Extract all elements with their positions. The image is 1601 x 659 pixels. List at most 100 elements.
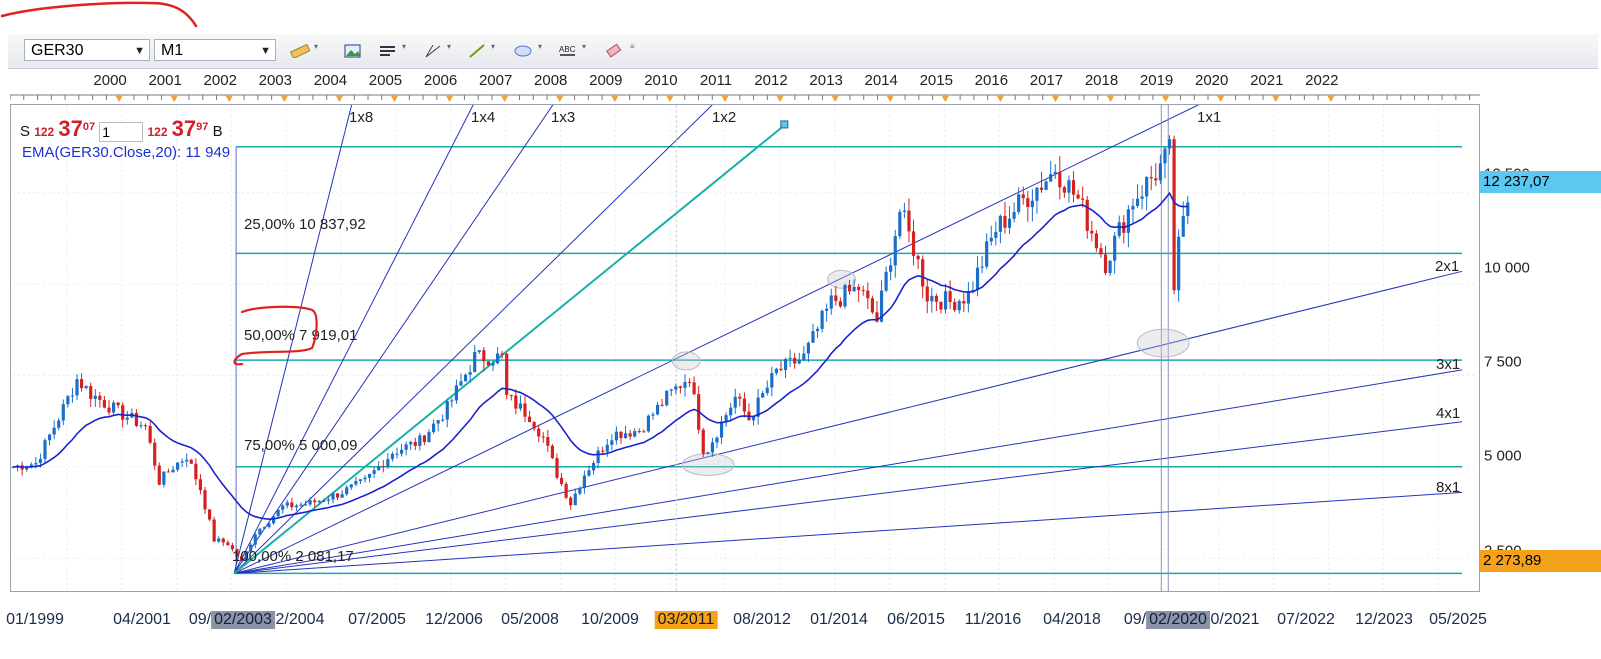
gann-fan-line[interactable]	[233, 105, 713, 574]
candle-body	[546, 437, 550, 446]
gann-fan-line[interactable]	[233, 270, 1463, 574]
image-icon[interactable]	[341, 40, 365, 62]
year-label: 2009	[589, 72, 623, 89]
date-label: 02/2020	[1146, 611, 1210, 629]
year-marker	[1271, 95, 1280, 102]
year-label: 2012	[754, 72, 788, 89]
text-icon[interactable]: ABC	[556, 40, 580, 62]
candle-body	[655, 404, 660, 415]
candle-body	[468, 372, 472, 375]
line-icon[interactable]	[465, 40, 489, 62]
gann-fan-line[interactable]	[234, 421, 1463, 574]
drawing-dropdown-icon[interactable]: ▾	[447, 42, 452, 51]
candle-body	[1049, 174, 1053, 182]
date-label: 08/2012	[733, 611, 791, 628]
ruler-dropdown-icon[interactable]: ▾	[314, 42, 319, 51]
candle-body	[175, 462, 180, 470]
candle-body	[107, 407, 111, 413]
candle-body	[98, 395, 102, 400]
candle-body	[861, 290, 865, 292]
candle-body	[1030, 200, 1034, 208]
candle-body	[418, 435, 422, 446]
year-label: 2015	[919, 72, 953, 89]
candle-body	[582, 475, 587, 489]
indicators-icon[interactable]	[376, 40, 400, 62]
date-label: 03/2011	[654, 611, 718, 629]
year-label: 2022	[1305, 72, 1339, 89]
candle-body	[335, 493, 340, 498]
line-dropdown-icon[interactable]: ▾	[491, 42, 496, 51]
lot-input[interactable]: 1	[99, 122, 144, 143]
date-label: 12/2006	[425, 611, 483, 628]
year-label: 2005	[368, 72, 403, 89]
trend-line-handle[interactable]	[780, 120, 789, 129]
candle-body	[486, 361, 491, 366]
candle-body	[198, 479, 203, 491]
candle-body	[70, 395, 75, 397]
candle-body	[587, 470, 591, 476]
highlight-ellipse	[1136, 328, 1190, 358]
candle-body	[994, 231, 998, 238]
eraser-icon[interactable]	[602, 40, 626, 62]
candle-body	[454, 385, 459, 401]
gann-fan-line[interactable]	[234, 369, 1463, 574]
candle-body	[957, 301, 961, 311]
candle-body	[445, 401, 449, 420]
quote-panel: S 122 3707 1 122 3797 B	[20, 116, 223, 143]
candle-body	[189, 459, 193, 464]
candle-body	[116, 402, 120, 406]
chart-toolbar: GER30 ▼ M1 ▼ ▾ ▾ ▾ ▾ ▾ ABC ▾ ≡	[8, 34, 1598, 69]
year-marker	[1326, 95, 1335, 102]
candle-body	[857, 286, 861, 291]
indicators-dropdown-icon[interactable]: ▾	[402, 42, 407, 51]
candle-body	[317, 500, 321, 503]
candle-body	[852, 286, 856, 292]
fib-label-50: 50,00% 7 919,01	[244, 327, 358, 344]
more-icon[interactable]: ≡	[630, 42, 635, 51]
candle-body	[308, 500, 312, 505]
candle-body	[340, 494, 344, 498]
candle-body	[829, 295, 833, 309]
fan-label-4x1: 4x1	[1436, 405, 1461, 422]
candle-body	[884, 271, 888, 291]
candle-body	[38, 458, 43, 464]
fan-label-1x4: 1x4	[471, 109, 496, 126]
candle-body	[377, 466, 381, 471]
candle-body	[89, 386, 93, 399]
candle-body	[399, 449, 404, 454]
candle-body	[756, 397, 760, 417]
candle-body	[1094, 233, 1098, 249]
price-chart[interactable]	[10, 104, 1480, 592]
candle-body	[1053, 172, 1057, 175]
shape-dropdown-icon[interactable]: ▾	[538, 42, 543, 51]
candle-body	[1186, 202, 1190, 217]
candle-body	[322, 500, 326, 502]
symbol-select[interactable]: GER30 ▼	[24, 39, 150, 61]
candle-body	[313, 500, 317, 503]
year-label: 2017	[1029, 72, 1064, 89]
candle-body	[719, 421, 724, 438]
candle-body	[953, 302, 957, 311]
gann-fan-line[interactable]	[233, 105, 474, 574]
gann-fan-line[interactable]	[233, 105, 554, 574]
gann-fan-line[interactable]	[233, 105, 1199, 574]
candle-body	[102, 399, 107, 408]
candle-body	[527, 416, 532, 423]
symbol-value: GER30	[31, 42, 84, 59]
text-dropdown-icon[interactable]: ▾	[582, 42, 587, 51]
ruler-icon[interactable]	[288, 40, 312, 62]
year-label: 2003	[258, 72, 292, 89]
gann-fan-line[interactable]	[233, 105, 353, 574]
candle-body	[692, 382, 696, 395]
candle-body	[989, 237, 993, 242]
timeframe-select[interactable]: M1 ▼	[154, 39, 276, 61]
trend-line[interactable]	[233, 124, 786, 575]
candle-body	[349, 484, 353, 488]
gann-fan-line[interactable]	[234, 491, 1463, 574]
shape-icon[interactable]	[511, 40, 535, 62]
sell-side-label: S	[20, 123, 31, 140]
candle-body	[11, 466, 15, 468]
drawing-tools-icon[interactable]	[421, 40, 445, 62]
candle-body	[1103, 254, 1108, 274]
candle-body	[1062, 187, 1066, 193]
